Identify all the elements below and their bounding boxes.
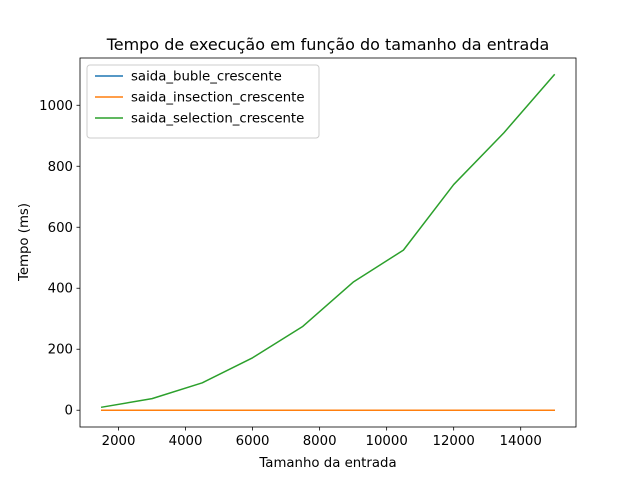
y-tick-label: 400 (48, 282, 73, 297)
x-tick-label: 10000 (365, 434, 407, 449)
series-layer (100, 73, 556, 411)
legend-box (86, 64, 320, 139)
chart-title: Tempo de execução em função do tamanho d… (106, 35, 550, 54)
y-tick-label: 800 (48, 160, 73, 175)
y-tick-label: 200 (48, 343, 73, 358)
y-tick-label: 600 (48, 221, 73, 236)
x-tick-label: 2000 (102, 434, 136, 449)
x-tick-label: 4000 (169, 434, 203, 449)
y-tick-label: 1000 (39, 99, 73, 114)
legend-label: saida_insection_crescente (131, 91, 305, 106)
x-tick-label: 8000 (303, 434, 337, 449)
x-tick-label: 6000 (236, 434, 270, 449)
x-tick-label: 14000 (500, 434, 542, 449)
legend: saida_buble_crescente saida_insection_cre… (86, 64, 320, 139)
series-line-saida-selection-crescente (100, 73, 556, 409)
legend-label: saida_selection_crescente (131, 112, 304, 127)
x-axis-label: Tamanho da entrada (258, 456, 396, 471)
x-axis: 2000 4000 6000 8000 10000 12000 14000 (102, 427, 542, 449)
y-axis: 0 200 400 600 800 1000 (39, 99, 80, 419)
plot-frame (79, 57, 577, 428)
y-tick-label: 0 (65, 404, 73, 419)
y-axis-label: Tempo (ms) (17, 203, 32, 282)
x-tick-label: 12000 (433, 434, 475, 449)
legend-label: saida_buble_crescente (131, 70, 282, 85)
